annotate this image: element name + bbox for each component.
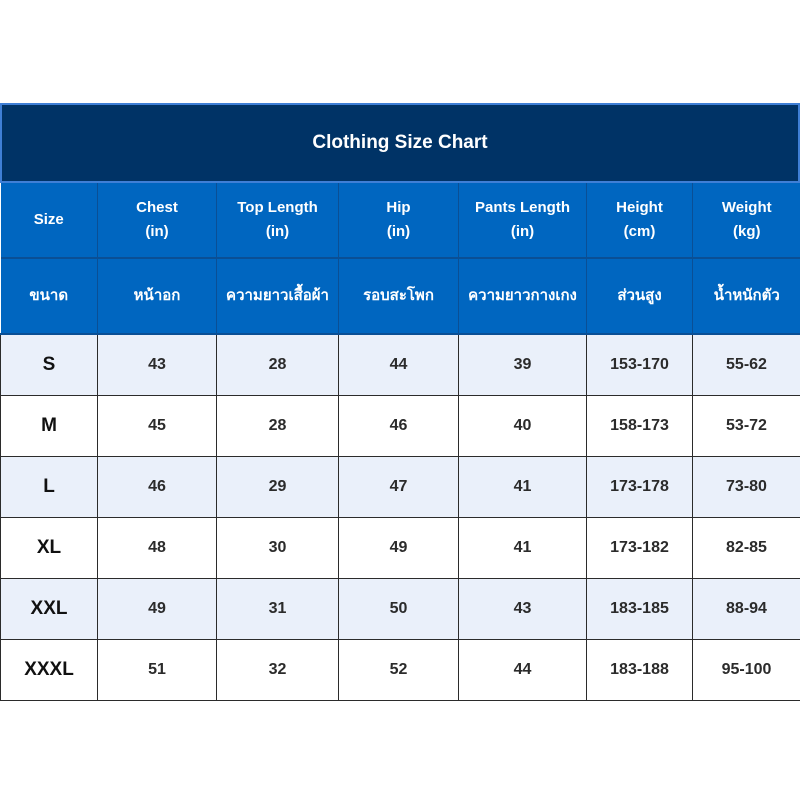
cell-pants-length: 43 — [458, 578, 587, 640]
cell-height: 173-178 — [586, 456, 693, 518]
cell-chest: 51 — [97, 639, 217, 701]
cell-top-length: 28 — [216, 395, 339, 457]
header-weight: Weight (kg) — [692, 183, 800, 259]
cell-height: 183-188 — [586, 639, 693, 701]
cell-top-length: 30 — [216, 517, 339, 579]
cell-top-length: 32 — [216, 639, 339, 701]
header-size: Size — [0, 183, 98, 259]
header-thai-size: ขนาด — [0, 258, 98, 335]
cell-weight: 95-100 — [692, 639, 800, 701]
cell-weight: 88-94 — [692, 578, 800, 640]
header-hip: Hip (in) — [338, 183, 459, 259]
header-thai-hip: รอบสะโพก — [338, 258, 459, 335]
cell-hip: 52 — [338, 639, 459, 701]
header-chest: Chest (in) — [97, 183, 217, 259]
header-thai-pants-length: ความยาวกางเกง — [458, 258, 587, 335]
cell-pants-length: 39 — [458, 333, 587, 396]
cell-top-length: 28 — [216, 333, 339, 396]
size-chart: Clothing Size Chart Size Chest (in) Top L… — [0, 103, 800, 701]
header-row-english: Size Chest (in) Top Length (in) Hip (in) Pa… — [0, 183, 800, 259]
cell-size: XL — [0, 517, 98, 579]
header-thai-weight: น้ำหนักตัว — [692, 258, 800, 335]
cell-size: L — [0, 456, 98, 518]
cell-weight: 82-85 — [692, 517, 800, 579]
cell-size: S — [0, 333, 98, 396]
cell-height: 153-170 — [586, 333, 693, 396]
cell-chest: 45 — [97, 395, 217, 457]
header-top-length: Top Length (in) — [216, 183, 339, 259]
cell-height: 158-173 — [586, 395, 693, 457]
cell-hip: 44 — [338, 333, 459, 396]
header-thai-top-length: ความยาวเสื้อผ้า — [216, 258, 339, 335]
table-row: S 43 28 44 39 153-170 55-62 — [0, 333, 800, 396]
cell-pants-length: 41 — [458, 456, 587, 518]
size-table: Size Chest (in) Top Length (in) Hip (in) Pa… — [0, 183, 800, 701]
cell-weight: 73-80 — [692, 456, 800, 518]
cell-size: M — [0, 395, 98, 457]
header-pants-length: Pants Length (in) — [458, 183, 587, 259]
cell-top-length: 29 — [216, 456, 339, 518]
cell-hip: 49 — [338, 517, 459, 579]
cell-weight: 55-62 — [692, 333, 800, 396]
table-row: M 45 28 46 40 158-173 53-72 — [0, 395, 800, 457]
cell-chest: 49 — [97, 578, 217, 640]
cell-top-length: 31 — [216, 578, 339, 640]
cell-chest: 48 — [97, 517, 217, 579]
size-rows: S 43 28 44 39 153-170 55-62 M 45 28 46 40 158-173 53-… — [0, 333, 800, 701]
table-row: XL 48 30 49 41 173-182 82-85 — [0, 517, 800, 579]
header-thai-height: ส่วนสูง — [586, 258, 693, 335]
table-row: XXXL 51 32 52 44 183-188 95-100 — [0, 639, 800, 701]
table-row: L 46 29 47 41 173-178 73-80 — [0, 456, 800, 518]
cell-size: XXXL — [0, 639, 98, 701]
cell-pants-length: 44 — [458, 639, 587, 701]
cell-hip: 47 — [338, 456, 459, 518]
cell-hip: 50 — [338, 578, 459, 640]
chart-title: Clothing Size Chart — [0, 103, 800, 183]
cell-height: 173-182 — [586, 517, 693, 579]
cell-height: 183-185 — [586, 578, 693, 640]
cell-hip: 46 — [338, 395, 459, 457]
header-row-thai: ขนาด หน้าอก ความยาวเสื้อผ้า รอบสะโพก ควา… — [0, 258, 800, 335]
header-thai-chest: หน้าอก — [97, 258, 217, 335]
cell-pants-length: 40 — [458, 395, 587, 457]
cell-weight: 53-72 — [692, 395, 800, 457]
cell-pants-length: 41 — [458, 517, 587, 579]
cell-chest: 46 — [97, 456, 217, 518]
table-row: XXL 49 31 50 43 183-185 88-94 — [0, 578, 800, 640]
cell-chest: 43 — [97, 333, 217, 396]
header-height: Height (cm) — [586, 183, 693, 259]
cell-size: XXL — [0, 578, 98, 640]
